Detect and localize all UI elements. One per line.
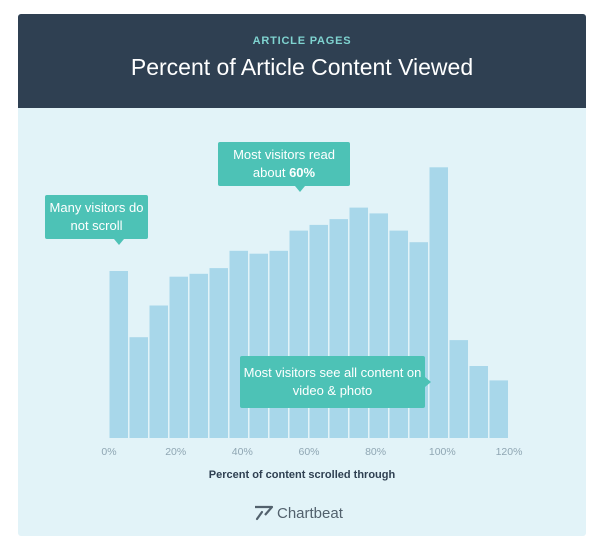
histogram-bar bbox=[409, 242, 428, 438]
histogram-bar bbox=[229, 250, 248, 438]
histogram-bar bbox=[169, 276, 188, 438]
x-tick-label: 20% bbox=[165, 446, 186, 458]
callout-see-all: Most visitors see all content on video &… bbox=[240, 356, 425, 408]
x-tick-label: 0% bbox=[101, 446, 116, 458]
x-tick-label: 80% bbox=[365, 446, 386, 458]
histogram-bar bbox=[109, 271, 128, 438]
histogram-bar bbox=[209, 268, 228, 438]
x-tick-label: 100% bbox=[429, 446, 456, 458]
callout-read-pointer bbox=[295, 186, 305, 192]
chart-title: Percent of Article Content Viewed bbox=[130, 54, 474, 80]
histogram-bar bbox=[449, 340, 468, 438]
chartbeat-logo: Chartbeat bbox=[254, 503, 343, 523]
brand-name: Chartbeat bbox=[277, 504, 343, 522]
chartbeat-mark-icon bbox=[255, 505, 274, 521]
callout-see-all-text: Most visitors see all content on video &… bbox=[243, 365, 422, 398]
x-tick-label: 60% bbox=[298, 446, 319, 458]
callout-no-scroll-pointer bbox=[114, 239, 124, 245]
chart-subtitle: ARTICLE PAGES bbox=[252, 35, 352, 47]
histogram-bar bbox=[189, 273, 208, 438]
histogram-bar bbox=[129, 337, 148, 438]
histogram-bar bbox=[429, 167, 448, 439]
x-tick-label: 120% bbox=[496, 446, 523, 458]
histogram-bar bbox=[249, 253, 268, 438]
histogram-bar bbox=[269, 250, 288, 438]
callout-no-scroll: Many visitors do not scroll bbox=[45, 195, 148, 239]
x-tick-label: 40% bbox=[232, 446, 253, 458]
chart-card: ARTICLE PAGES Percent of Article Content… bbox=[18, 14, 586, 536]
callout-read-60: Most visitors read about 60% bbox=[218, 142, 350, 186]
callout-see-all-pointer bbox=[425, 377, 431, 387]
histogram-bar bbox=[469, 366, 488, 438]
x-axis-title: Percent of content scrolled through bbox=[208, 469, 396, 481]
callout-read-value: 60% bbox=[289, 165, 316, 180]
histogram-bar bbox=[489, 380, 508, 438]
chart-header: ARTICLE PAGES Percent of Article Content… bbox=[18, 14, 586, 108]
callout-read-text: Most visitors read about bbox=[233, 147, 335, 180]
histogram-bar bbox=[149, 305, 168, 438]
histogram-chart: 0% 20% 40% 60% 80% 100% 120% bbox=[101, 167, 523, 458]
callout-no-scroll-text: Many visitors do not scroll bbox=[49, 200, 144, 233]
